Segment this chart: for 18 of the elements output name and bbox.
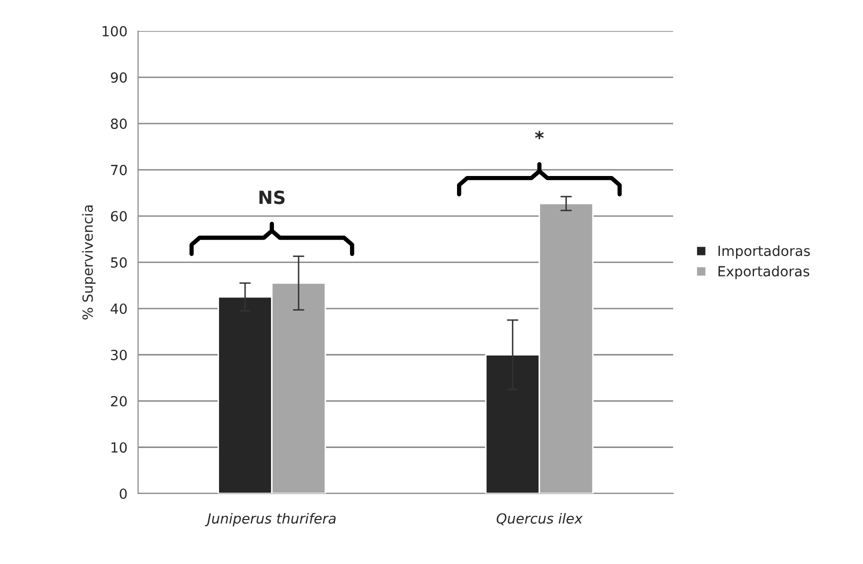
legend-label: Importadoras	[718, 245, 810, 259]
y-tick-label: 80	[110, 118, 127, 129]
y-tick-label: 0	[120, 488, 127, 499]
legend-label: Exportadoras	[718, 266, 810, 280]
y-tick-label: 10	[112, 442, 127, 453]
y-tick-label: 30	[111, 350, 127, 360]
annotation: NS	[259, 190, 285, 204]
y-tick-label: 60	[110, 210, 127, 222]
y-tick-label: 20	[111, 396, 127, 406]
y-tick-label: 50	[111, 257, 127, 268]
y-tick-label: 40	[110, 303, 127, 314]
y-tick-label: 100	[102, 26, 127, 36]
y-tick-label: 90	[110, 72, 127, 83]
y-tick-label: 70	[111, 164, 127, 176]
x-tick-label: Juniperus thurifera	[204, 512, 336, 526]
x-tick-label: Quercus ilex	[496, 512, 583, 526]
annotation: *	[535, 130, 544, 140]
y-axis-title: % Supervivencia	[82, 206, 96, 320]
